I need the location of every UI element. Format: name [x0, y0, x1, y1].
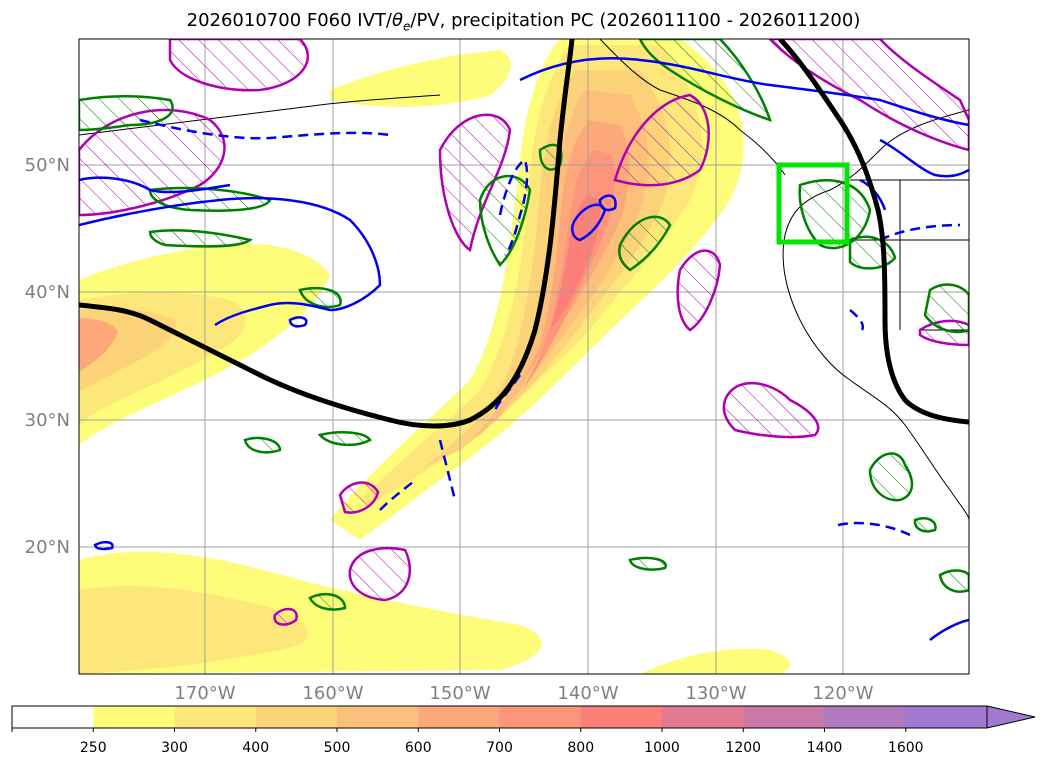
lon-label: 160°W — [302, 683, 363, 704]
ivt-south-300 — [79, 585, 308, 674]
lon-label: 130°W — [685, 683, 746, 704]
map-frame — [78, 38, 970, 675]
colorbar-ticks: 250 300 400 500 600 700 800 1000 1200 1400 1600 — [11, 728, 924, 756]
colorbar: 250 300 400 500 600 700 800 1000 1200 1400 1600 — [11, 705, 1036, 756]
colorbar-segment — [255, 706, 338, 728]
colorbar-tick-label: 1400 — [807, 740, 843, 756]
colorbar-segment — [499, 706, 582, 728]
colorbar-tick-label: 1600 — [888, 740, 924, 756]
lon-label: 120°W — [812, 683, 873, 704]
lat-label: 30°N — [25, 410, 70, 431]
lon-label: 140°W — [557, 683, 618, 704]
colorbar-segment — [12, 706, 94, 728]
colorbar-tick-label: 800 — [567, 740, 594, 756]
lat-label: 50°N — [25, 155, 70, 176]
lon-label: 150°W — [429, 683, 490, 704]
colorbar-tick-label: 1200 — [725, 740, 761, 756]
colorbar-segment — [905, 706, 988, 728]
region-highlight-box — [776, 162, 850, 245]
ivt-west-700 — [79, 318, 118, 372]
colorbar-segment — [93, 706, 175, 728]
colorbar-tick-label: 500 — [324, 740, 351, 756]
ivt-south-east-250 — [640, 648, 790, 674]
map-title: 2026010700 F060 IVT/θe/PV, precipitation… — [186, 10, 861, 34]
lat-label: 40°N — [25, 282, 70, 303]
colorbar-tick-label: 250 — [80, 740, 107, 756]
coastlines — [79, 39, 969, 521]
lon-labels: 170°W 160°W 150°W 140°W 130°W 120°W — [174, 683, 873, 704]
colorbar-segments — [12, 706, 988, 728]
colorbar-segment — [662, 706, 744, 728]
colorbar-tick-label: 400 — [242, 740, 269, 756]
ivt-north-250 — [330, 50, 511, 107]
lat-labels: 50°N 40°N 30°N 20°N — [25, 155, 70, 558]
colorbar-tick-label: 600 — [405, 740, 432, 756]
colorbar-segment — [743, 706, 825, 728]
colorbar-tick-label: 700 — [486, 740, 513, 756]
colorbar-segment — [824, 706, 907, 728]
theta-e-contour — [79, 39, 969, 429]
colorbar-tick-label: 300 — [161, 740, 188, 756]
colorbar-segment — [580, 706, 663, 728]
colorbar-tick-label: 1000 — [644, 740, 680, 756]
colorbar-extend-arrow — [986, 705, 1036, 729]
lat-label: 20°N — [25, 537, 70, 558]
lon-label: 170°W — [174, 683, 235, 704]
colorbar-segment — [174, 706, 257, 728]
colorbar-segment — [418, 706, 500, 728]
ivt-shading — [79, 39, 790, 674]
colorbar-segment — [337, 706, 419, 728]
